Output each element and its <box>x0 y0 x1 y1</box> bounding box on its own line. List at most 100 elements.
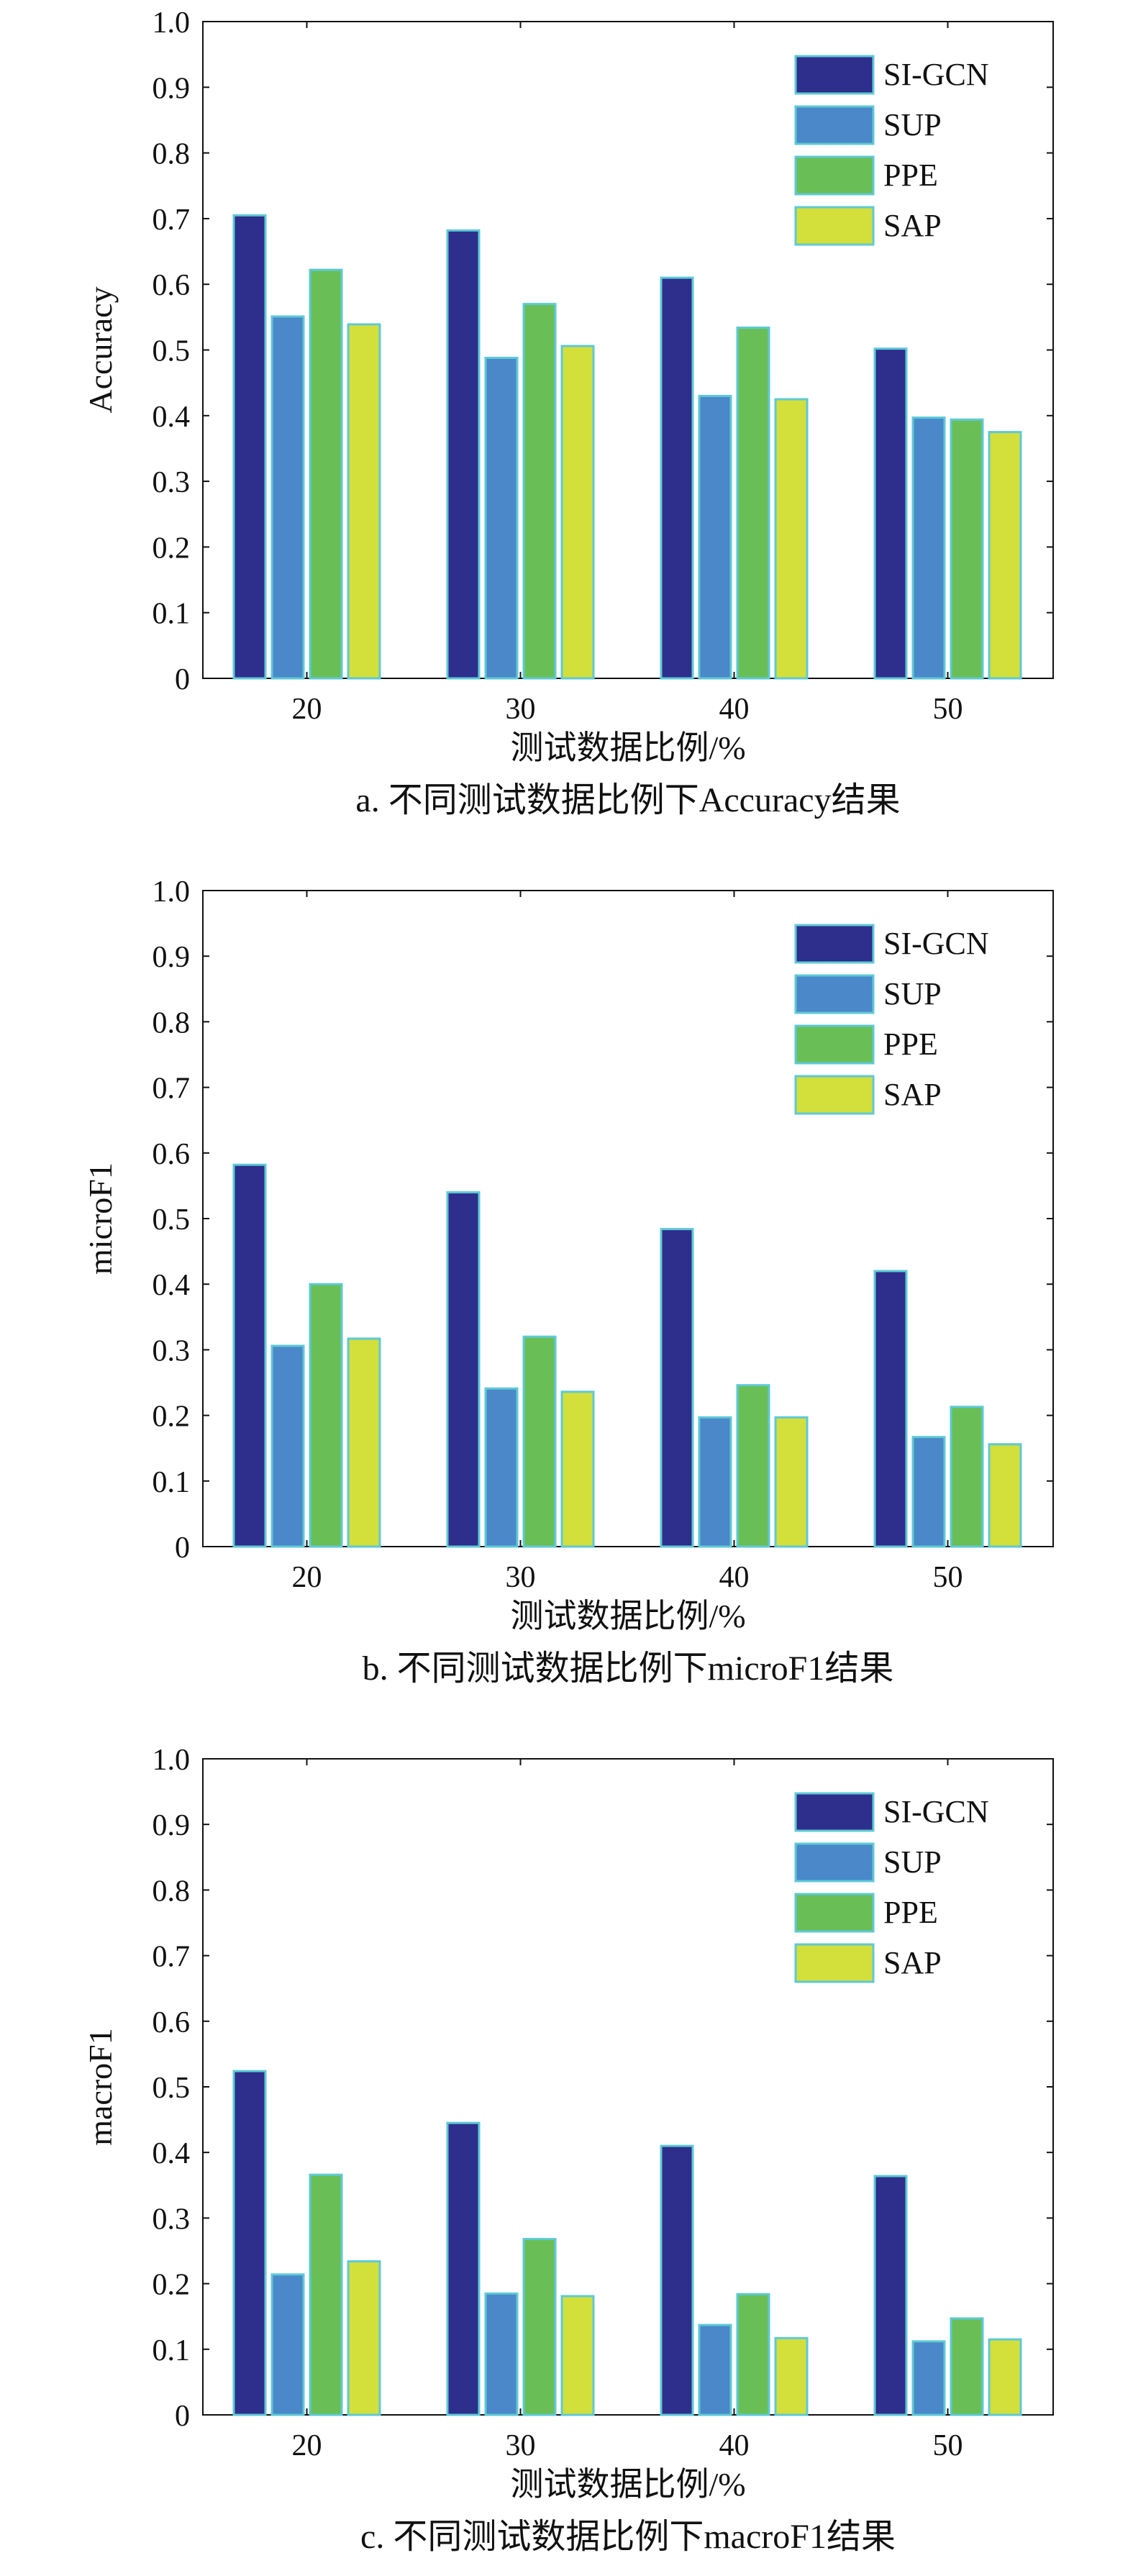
x-tick-label: 20 <box>292 2429 322 2462</box>
bar-si-gcn-20 <box>232 2070 267 2416</box>
bar-sap-30 <box>560 1391 595 1548</box>
x-axis-label: 测试数据比例/% <box>510 729 745 766</box>
legend-swatch-si-gcn <box>794 1792 875 1832</box>
y-tick-label: 0.3 <box>153 466 191 499</box>
y-tick-label: 0.3 <box>153 2203 191 2236</box>
bar-sup-20 <box>270 315 305 680</box>
x-tick-label: 40 <box>719 1561 750 1594</box>
legend-label-ppe: PPE <box>883 1895 938 1930</box>
y-tick-label: 0 <box>175 663 190 696</box>
legend-swatch-sup <box>794 974 875 1014</box>
bar-si-gcn-50 <box>873 1270 908 1548</box>
y-tick-label: 0.6 <box>153 1138 191 1171</box>
bar-sap-50 <box>988 2338 1022 2416</box>
y-tick-label: 0.2 <box>153 2269 191 2302</box>
bar-si-gcn-50 <box>873 2175 908 2416</box>
bar-si-gcn-20 <box>232 214 267 680</box>
y-tick-label: 0.4 <box>153 1269 191 1302</box>
bar-ppe-20 <box>309 268 343 680</box>
bar-sup-30 <box>484 2292 519 2416</box>
bar-si-gcn-30 <box>446 2121 481 2416</box>
x-tick-label: 20 <box>292 693 322 726</box>
bar-ppe-50 <box>950 2317 984 2416</box>
bar-ppe-30 <box>522 303 557 680</box>
bar-ppe-30 <box>522 1335 557 1548</box>
y-tick-label: 0.7 <box>153 204 191 237</box>
y-tick-label: 0.4 <box>153 401 191 434</box>
bar-sup-40 <box>698 1416 732 1548</box>
bar-sap-20 <box>347 2260 381 2416</box>
bar-sap-40 <box>774 398 809 680</box>
bar-sap-40 <box>774 2336 809 2416</box>
chart-3: 0 0.1 0.2 0.3 0.4 0.5 0.6 0.7 0.8 0.9 1.0 20 30 40 50 m… <box>82 1744 1054 2556</box>
legend-swatch-ppe <box>794 1024 875 1065</box>
bar-si-gcn-30 <box>446 229 481 680</box>
bar-si-gcn-30 <box>446 1191 481 1548</box>
x-tick-label: 30 <box>506 1561 536 1594</box>
chart-1: 0 0.1 0.2 0.3 0.4 0.5 0.6 0.7 0.8 0.9 1.0 20 30 40 50 A… <box>82 6 1054 819</box>
y-tick-label: 0 <box>175 1532 190 1565</box>
bar-sup-30 <box>484 356 519 680</box>
y-tick-label: 0.1 <box>153 2334 191 2367</box>
y-tick-label: 0.5 <box>153 1203 191 1237</box>
x-tick-label: 30 <box>506 2429 536 2462</box>
y-tick-label: 0.7 <box>153 1073 191 1106</box>
y-tick-label: 0.7 <box>153 1941 191 1974</box>
x-tick-label: 20 <box>292 1561 322 1594</box>
legend-label-ppe: PPE <box>883 158 938 193</box>
chart-2: 0 0.1 0.2 0.3 0.4 0.5 0.6 0.7 0.8 0.9 1.0 20 30 40 50 m… <box>82 875 1054 1688</box>
y-tick-label: 0.9 <box>153 72 191 105</box>
bar-ppe-40 <box>736 2293 770 2416</box>
bar-sap-20 <box>347 1337 381 1548</box>
x-tick-label: 40 <box>719 2429 750 2462</box>
x-axis-label: 测试数据比例/% <box>510 2466 745 2503</box>
x-tick-label: 50 <box>933 1561 963 1594</box>
legend-swatch-ppe <box>794 155 875 196</box>
chart-caption: c. 不同测试数据比例下macroF1结果 <box>360 2518 896 2556</box>
legend: SI-GCN SUP PPE SAP <box>794 1792 989 1983</box>
bar-sup-50 <box>911 1436 946 1548</box>
legend-label-sup: SUP <box>883 976 942 1011</box>
y-tick-label: 0.2 <box>153 1401 191 1434</box>
legend: SI-GCN SUP PPE SAP <box>794 55 989 246</box>
chart-caption: a. 不同测试数据比例下Accuracy结果 <box>355 781 900 819</box>
legend-swatch-sap <box>794 1943 875 1983</box>
bar-si-gcn-50 <box>873 347 908 680</box>
legend-swatch-si-gcn <box>794 924 875 964</box>
bar-sup-20 <box>270 2273 305 2416</box>
legend-label-sap: SAP <box>883 1945 942 1980</box>
legend-swatch-si-gcn <box>794 55 875 95</box>
bar-sup-40 <box>698 2324 732 2416</box>
bar-sup-50 <box>911 2340 946 2416</box>
bar-sup-40 <box>698 394 732 680</box>
legend-swatch-sup <box>794 105 875 145</box>
y-tick-label: 1.0 <box>153 1744 191 1777</box>
x-tick-label: 50 <box>933 2429 963 2462</box>
y-tick-label: 0.9 <box>153 1809 191 1842</box>
y-axis-label: Accuracy <box>82 286 119 413</box>
bar-ppe-20 <box>309 1283 343 1548</box>
y-tick-label: 0.8 <box>153 138 191 171</box>
legend-label-si-gcn: SI-GCN <box>883 57 989 92</box>
y-tick-label: 0.1 <box>153 598 191 631</box>
y-tick-label: 0.8 <box>153 1875 191 1908</box>
bar-sap-30 <box>560 345 595 680</box>
bar-si-gcn-40 <box>660 1228 694 1548</box>
bar-si-gcn-40 <box>660 276 694 680</box>
x-tick-label: 30 <box>506 693 536 726</box>
y-tick-label: 0.2 <box>153 532 191 565</box>
bar-sup-30 <box>484 1387 519 1548</box>
y-tick-label: 0.1 <box>153 1466 191 1499</box>
bar-sup-20 <box>270 1344 305 1548</box>
bar-ppe-40 <box>736 326 770 680</box>
legend-label-sap: SAP <box>883 208 942 243</box>
x-tick-label: 40 <box>719 693 750 726</box>
y-tick-label: 0 <box>175 2400 190 2433</box>
legend: SI-GCN SUP PPE SAP <box>794 924 989 1115</box>
bar-ppe-40 <box>736 1384 770 1548</box>
legend-label-si-gcn: SI-GCN <box>883 926 989 961</box>
bar-ppe-30 <box>522 2238 557 2416</box>
y-tick-label: 0.3 <box>153 1334 191 1367</box>
legend-label-sup: SUP <box>883 1844 942 1880</box>
y-tick-label: 0.4 <box>153 2137 191 2170</box>
